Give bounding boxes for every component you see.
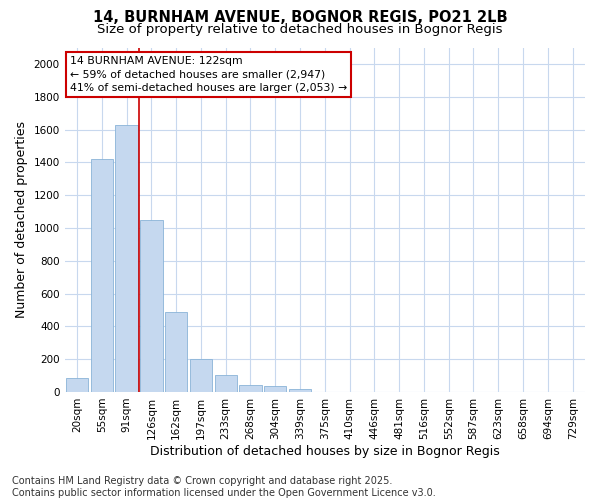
Bar [190, 359, 212, 392]
Y-axis label: Number of detached properties: Number of detached properties [15, 121, 28, 318]
Bar [264, 386, 286, 392]
Bar [66, 378, 88, 392]
Bar [239, 386, 262, 392]
Text: 14 BURNHAM AVENUE: 122sqm
← 59% of detached houses are smaller (2,947)
41% of se: 14 BURNHAM AVENUE: 122sqm ← 59% of detac… [70, 56, 347, 92]
Bar [140, 220, 163, 392]
Bar [289, 388, 311, 392]
Bar [91, 159, 113, 392]
X-axis label: Distribution of detached houses by size in Bognor Regis: Distribution of detached houses by size … [150, 444, 500, 458]
Bar [115, 124, 138, 392]
Text: Contains HM Land Registry data © Crown copyright and database right 2025.
Contai: Contains HM Land Registry data © Crown c… [12, 476, 436, 498]
Text: Size of property relative to detached houses in Bognor Regis: Size of property relative to detached ho… [97, 22, 503, 36]
Bar [165, 312, 187, 392]
Text: 14, BURNHAM AVENUE, BOGNOR REGIS, PO21 2LB: 14, BURNHAM AVENUE, BOGNOR REGIS, PO21 2… [92, 10, 508, 25]
Bar [215, 374, 237, 392]
